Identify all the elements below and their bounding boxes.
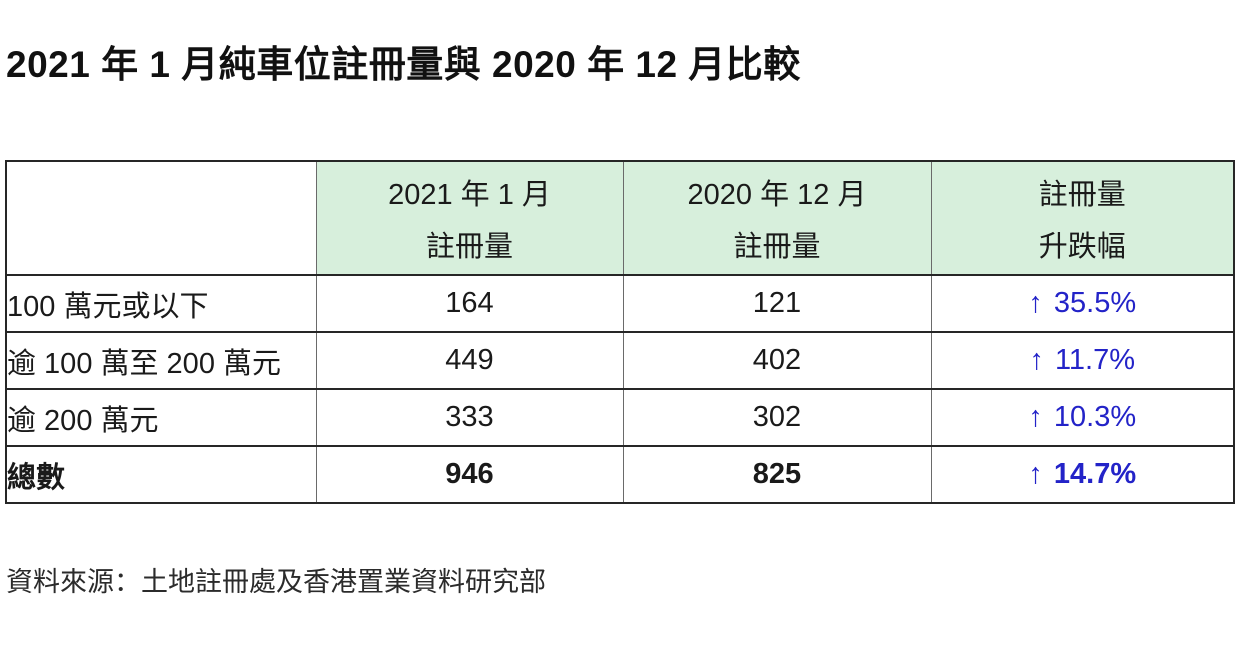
- header-dec2020-line1: 2020 年 12 月: [687, 179, 867, 212]
- up-arrow-icon: ↑: [1028, 401, 1043, 433]
- jan2021-value: 946: [315, 445, 624, 504]
- row-label: 總數: [5, 445, 317, 504]
- header-change-line1: 註冊量: [1038, 179, 1126, 212]
- header-jan2021-line2: 註冊量: [425, 230, 513, 263]
- table-row-total: 總數 946 825 ↑ 14.7%: [5, 445, 1235, 504]
- page-title: 2021 年 1 月純車位註冊量與 2020 年 12 月比較: [6, 44, 801, 85]
- jan2021-value: 164: [315, 274, 624, 333]
- row-label: 逾 200 萬元: [5, 388, 317, 447]
- header-dec2020-line2: 註冊量: [733, 230, 821, 263]
- header-jan2021: 2021 年 1 月 註冊量: [315, 160, 624, 276]
- row-label: 100 萬元或以下: [5, 274, 317, 333]
- change-percent: 10.3%: [1053, 401, 1137, 433]
- dec2020-value: 402: [622, 331, 932, 390]
- table-row: 100 萬元或以下 164 121 ↑ 35.5%: [5, 274, 1235, 333]
- jan2021-value: 449: [315, 331, 624, 390]
- up-arrow-icon: ↑: [1028, 287, 1043, 319]
- source-note: 資料來源：土地註冊處及香港置業資料研究部: [6, 567, 546, 597]
- corner-cell: [5, 160, 317, 276]
- dec2020-value: 825: [622, 445, 932, 504]
- header-change-line2: 升跌幅: [1038, 230, 1126, 263]
- change-value: ↑ 11.7%: [930, 331, 1235, 390]
- header-jan2021-line1: 2021 年 1 月: [388, 179, 551, 212]
- header-row: 2021 年 1 月 註冊量 2020 年 12 月 註冊量 註冊量 升跌幅: [5, 160, 1235, 276]
- up-arrow-icon: ↑: [1028, 458, 1043, 490]
- up-arrow-icon: ↑: [1029, 344, 1044, 376]
- row-label: 逾 100 萬至 200 萬元: [5, 331, 317, 390]
- change-percent: 14.7%: [1053, 458, 1137, 490]
- registration-comparison-table: 2021 年 1 月 註冊量 2020 年 12 月 註冊量 註冊量 升跌幅 1…: [5, 160, 1235, 504]
- change-value: ↑ 10.3%: [930, 388, 1235, 447]
- jan2021-value: 333: [315, 388, 624, 447]
- change-percent: 35.5%: [1053, 287, 1137, 319]
- table-row: 逾 200 萬元 333 302 ↑ 10.3%: [5, 388, 1235, 447]
- header-dec2020: 2020 年 12 月 註冊量: [622, 160, 932, 276]
- change-value: ↑ 14.7%: [930, 445, 1235, 504]
- change-percent: 11.7%: [1054, 344, 1136, 376]
- change-value: ↑ 35.5%: [930, 274, 1235, 333]
- dec2020-value: 302: [622, 388, 932, 447]
- table-row: 逾 100 萬至 200 萬元 449 402 ↑ 11.7%: [5, 331, 1235, 390]
- dec2020-value: 121: [622, 274, 932, 333]
- header-change: 註冊量 升跌幅: [930, 160, 1235, 276]
